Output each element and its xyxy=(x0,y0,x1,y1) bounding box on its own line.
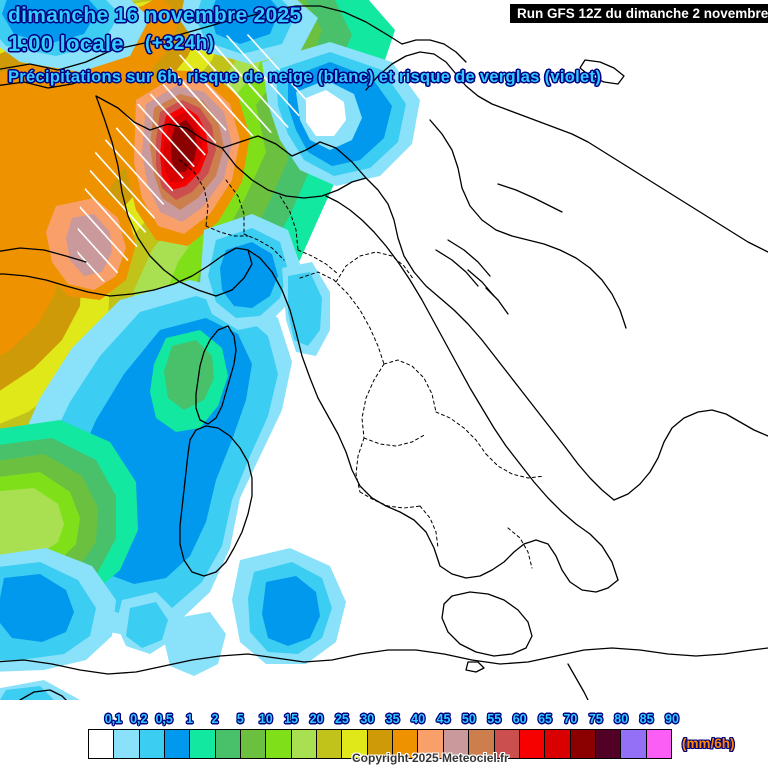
precipitation-map[interactable]: dimanche 16 novembre 2025 1:00 locale (+… xyxy=(0,0,768,700)
color-scale-tick-label: 45 xyxy=(436,712,451,726)
color-scale-swatch xyxy=(367,730,394,758)
color-scale-units: (mm/6h) xyxy=(682,736,735,751)
color-scale: 0,1 0,2 0,5 1 2 5 10 15 20 25 30 35 40 45 50 55 60 65 70 75… xyxy=(0,700,768,768)
color-scale-tick-label: 0,2 xyxy=(130,712,148,726)
color-scale-tick-label: 80 xyxy=(614,712,629,726)
color-scale-tick-label: 85 xyxy=(639,712,654,726)
color-scale-tick-label: 55 xyxy=(487,712,502,726)
color-scale-tick-label: 35 xyxy=(385,712,400,726)
color-scale-tick-label: 75 xyxy=(588,712,603,726)
color-scale-swatch xyxy=(545,730,571,758)
color-scale-tick-label: 15 xyxy=(284,712,299,726)
color-scale-tick-label: 2 xyxy=(211,712,219,726)
color-scale-swatch xyxy=(443,730,470,758)
color-scale-swatch xyxy=(291,730,318,758)
parameter-description-label: Précipitations sur 6h, risque de neige (… xyxy=(8,68,602,86)
color-scale-tick-label: 10 xyxy=(258,712,273,726)
color-scale-tick-label: 0,5 xyxy=(155,712,173,726)
forecast-date-label: dimanche 16 novembre 2025 xyxy=(8,4,302,27)
color-scale-swatch xyxy=(266,730,292,758)
snow-risk-hatching xyxy=(76,34,308,282)
color-scale-tick-label: 1 xyxy=(186,712,194,726)
color-scale-swatch xyxy=(241,730,267,758)
color-scale-ticks: 0,1 0,2 0,5 1 2 5 10 15 20 25 30 35 40 45 50 55 60 65 70 75… xyxy=(88,712,679,727)
color-scale-tick-label: 30 xyxy=(360,712,375,726)
color-scale-swatch xyxy=(469,730,495,758)
color-scale-swatch xyxy=(114,730,140,758)
color-scale-swatch xyxy=(646,730,671,758)
color-scale-tick-label: 5 xyxy=(236,712,244,726)
color-scale-swatch xyxy=(139,730,166,758)
color-scale-swatch xyxy=(215,730,242,758)
color-scale-swatch xyxy=(393,730,419,758)
color-scale-swatch xyxy=(621,730,647,758)
color-scale-swatch xyxy=(190,730,216,758)
color-scale-tick-label: 40 xyxy=(411,712,426,726)
color-scale-swatch xyxy=(165,730,191,758)
forecast-hour-label: (+324h) xyxy=(145,33,215,54)
color-scale-swatch xyxy=(317,730,343,758)
color-scale-swatch xyxy=(570,730,596,758)
color-scale-tick-label: 65 xyxy=(538,712,552,726)
color-scale-swatch xyxy=(595,730,622,758)
color-scale-bar xyxy=(88,729,672,759)
copyright-label: Copyright 2025 Meteociel.fr xyxy=(352,751,509,765)
color-scale-swatch xyxy=(494,730,520,758)
color-scale-tick-label: 60 xyxy=(512,712,527,726)
color-scale-tick-label: 90 xyxy=(665,712,679,726)
forecast-time-label: 1:00 locale xyxy=(8,31,124,56)
model-run-banner: Run GFS 12Z du dimanche 2 novembre 2025 xyxy=(510,4,768,23)
color-scale-tick-label: 25 xyxy=(334,712,349,726)
color-scale-swatch xyxy=(342,730,368,758)
coastlines-and-borders xyxy=(0,5,768,700)
color-scale-tick-label: 0,1 xyxy=(104,712,123,726)
color-scale-tick-label: 20 xyxy=(309,712,324,726)
color-scale-tick-label: 50 xyxy=(461,712,476,726)
color-scale-swatch xyxy=(418,730,444,758)
color-scale-swatch xyxy=(89,730,115,758)
color-scale-tick-label: 70 xyxy=(563,712,578,726)
color-scale-swatch xyxy=(519,730,546,758)
